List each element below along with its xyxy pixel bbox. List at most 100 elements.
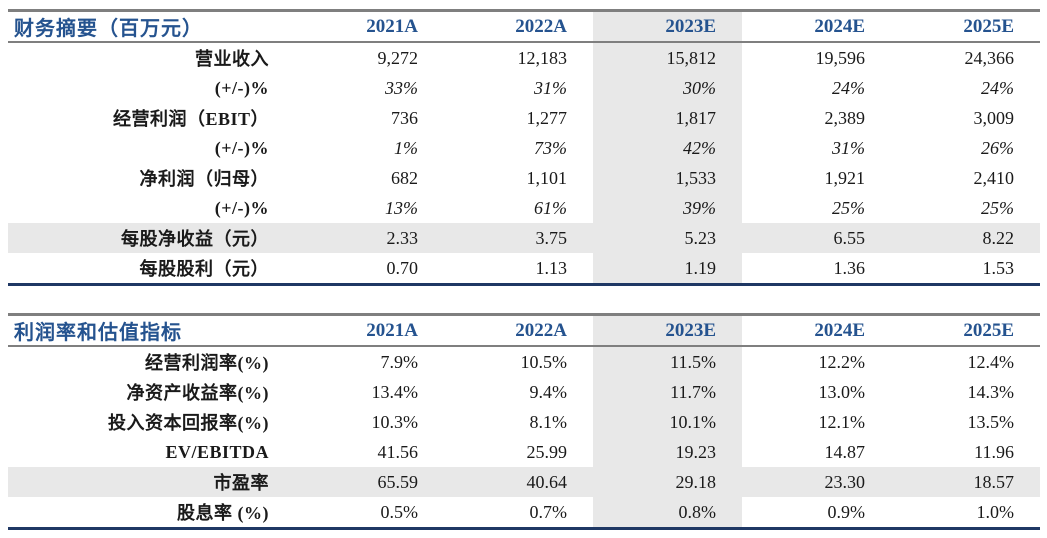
value-cell: 0.7% <box>529 501 568 522</box>
value-cell: 0.5% <box>380 501 419 522</box>
financial-table: 利润率和估值指标 2021A 2022A 2023E 2024E 2025E 经营利润率(%… <box>8 313 1040 530</box>
value-cell: 1,277 <box>526 107 568 128</box>
column-header-2024e: 2024E <box>742 313 891 347</box>
table-row: 每股股利（元） 0.70 1.13 1.19 1.36 1.53 <box>8 253 1040 285</box>
row-label: 投入资本回报率(%) <box>108 413 269 433</box>
value-cell: 13.0% <box>818 381 866 402</box>
row-label: 每股股利（元） <box>139 259 269 279</box>
table-row: (+/-)% 13% 61% 39% 25% 25% <box>8 193 1040 223</box>
row-label: (+/-)% <box>214 77 269 98</box>
row-label: 经营利润（EBIT） <box>112 109 269 129</box>
value-cell: 12,183 <box>517 47 568 68</box>
value-cell: 42% <box>593 133 742 163</box>
table-row: 每股净收益（元） 2.33 3.75 5.23 6.55 8.22 <box>8 223 1040 253</box>
value-cell: 0.70 <box>386 257 419 278</box>
table-row: 股息率 (%) 0.5% 0.7% 0.8% 0.9% 1.0% <box>8 497 1040 529</box>
row-label: (+/-)% <box>214 137 269 158</box>
table-row: 净利润（归母） 682 1,101 1,533 1,921 2,410 <box>8 163 1040 193</box>
table-row: 经营利润率(%) 7.9% 10.5% 11.5% 12.2% 12.4% <box>8 346 1040 377</box>
row-label: EV/EBITDA <box>165 441 269 462</box>
value-cell: 61% <box>534 197 567 218</box>
row-label: 经营利润率(%) <box>145 353 269 373</box>
column-header-2022a: 2022A <box>444 9 593 43</box>
row-label: 市盈率 <box>8 467 295 497</box>
value-cell: 31% <box>534 77 567 98</box>
value-cell: 31% <box>832 137 865 158</box>
value-cell: 65.59 <box>295 467 444 497</box>
value-cell: 12.2% <box>818 351 866 372</box>
value-cell: 3.75 <box>444 223 593 253</box>
value-cell: 8.1% <box>529 411 568 432</box>
table-row: 营业收入 9,272 12,183 15,812 19,596 24,366 <box>8 42 1040 73</box>
value-cell: 14.3% <box>967 381 1015 402</box>
value-cell: 2,410 <box>973 167 1015 188</box>
table-title: 财务摘要（百万元） <box>8 9 295 43</box>
column-header-2025e: 2025E <box>891 313 1040 347</box>
value-cell: 2,389 <box>824 107 866 128</box>
value-cell: 13% <box>385 197 418 218</box>
table-row: (+/-)% 33% 31% 30% 24% 24% <box>8 73 1040 103</box>
value-cell: 2.33 <box>295 223 444 253</box>
value-cell: 1,817 <box>593 103 742 133</box>
value-cell: 12.1% <box>818 411 866 432</box>
value-cell: 25% <box>832 197 865 218</box>
value-cell: 13.4% <box>371 381 419 402</box>
row-label: 营业收入 <box>195 49 269 69</box>
value-cell: 1.36 <box>833 257 866 278</box>
financial-table: 财务摘要（百万元） 2021A 2022A 2023E 2024E 2025E 营业收入 9,… <box>8 9 1040 286</box>
value-cell: 18.57 <box>891 467 1040 497</box>
value-cell: 1.19 <box>593 253 742 285</box>
value-cell: 29.18 <box>593 467 742 497</box>
value-cell: 41.56 <box>377 441 419 462</box>
table-row: EV/EBITDA 41.56 25.99 19.23 14.87 11.96 <box>8 437 1040 467</box>
column-header-2025e: 2025E <box>891 9 1040 43</box>
value-cell: 10.5% <box>520 351 568 372</box>
column-header-2024e: 2024E <box>742 9 891 43</box>
value-cell: 23.30 <box>742 467 891 497</box>
table-title: 利润率和估值指标 <box>8 313 295 347</box>
row-label: 净利润（归母） <box>139 169 269 189</box>
value-cell: 0.9% <box>827 501 866 522</box>
column-header-2023e: 2023E <box>593 9 742 43</box>
value-cell: 33% <box>385 77 418 98</box>
column-header-2021a: 2021A <box>295 313 444 347</box>
value-cell: 1.53 <box>982 257 1015 278</box>
table-row: 经营利润（EBIT） 736 1,277 1,817 2,389 3,009 <box>8 103 1040 133</box>
tables-container: 财务摘要（百万元） 2021A 2022A 2023E 2024E 2025E 营业收入 9,… <box>8 9 1040 530</box>
value-cell: 9,272 <box>377 47 419 68</box>
value-cell: 6.55 <box>742 223 891 253</box>
value-cell: 8.22 <box>891 223 1040 253</box>
column-header-2021a: 2021A <box>295 9 444 43</box>
value-cell: 24% <box>981 77 1014 98</box>
value-cell: 11.96 <box>974 441 1014 462</box>
value-cell: 12.4% <box>967 351 1015 372</box>
row-label: 净资产收益率(%) <box>126 383 269 403</box>
value-cell: 13.5% <box>967 411 1015 432</box>
value-cell: 5.23 <box>593 223 742 253</box>
row-label: 每股净收益（元） <box>8 223 295 253</box>
value-cell: 682 <box>391 167 418 188</box>
row-label: (+/-)% <box>214 197 269 218</box>
header-row: 利润率和估值指标 2021A 2022A 2023E 2024E 2025E <box>8 313 1040 347</box>
value-cell: 14.87 <box>824 441 866 462</box>
table-row: 投入资本回报率(%) 10.3% 8.1% 10.1% 12.1% 13.5% <box>8 407 1040 437</box>
value-cell: 7.9% <box>380 351 419 372</box>
value-cell: 25% <box>981 197 1014 218</box>
value-cell: 11.7% <box>593 377 742 407</box>
table-row: 市盈率 65.59 40.64 29.18 23.30 18.57 <box>8 467 1040 497</box>
table-row: 净资产收益率(%) 13.4% 9.4% 11.7% 13.0% 14.3% <box>8 377 1040 407</box>
value-cell: 25.99 <box>526 441 568 462</box>
value-cell: 1,533 <box>593 163 742 193</box>
value-cell: 10.1% <box>593 407 742 437</box>
value-cell: 1% <box>394 137 418 158</box>
value-cell: 19,596 <box>815 47 866 68</box>
value-cell: 9.4% <box>529 381 568 402</box>
value-cell: 30% <box>593 73 742 103</box>
value-cell: 1,921 <box>824 167 866 188</box>
row-label: 股息率 (%) <box>177 503 269 523</box>
value-cell: 10.3% <box>371 411 419 432</box>
value-cell: 24% <box>832 77 865 98</box>
value-cell: 11.5% <box>593 346 742 377</box>
value-cell: 15,812 <box>593 42 742 73</box>
value-cell: 1.13 <box>535 257 568 278</box>
